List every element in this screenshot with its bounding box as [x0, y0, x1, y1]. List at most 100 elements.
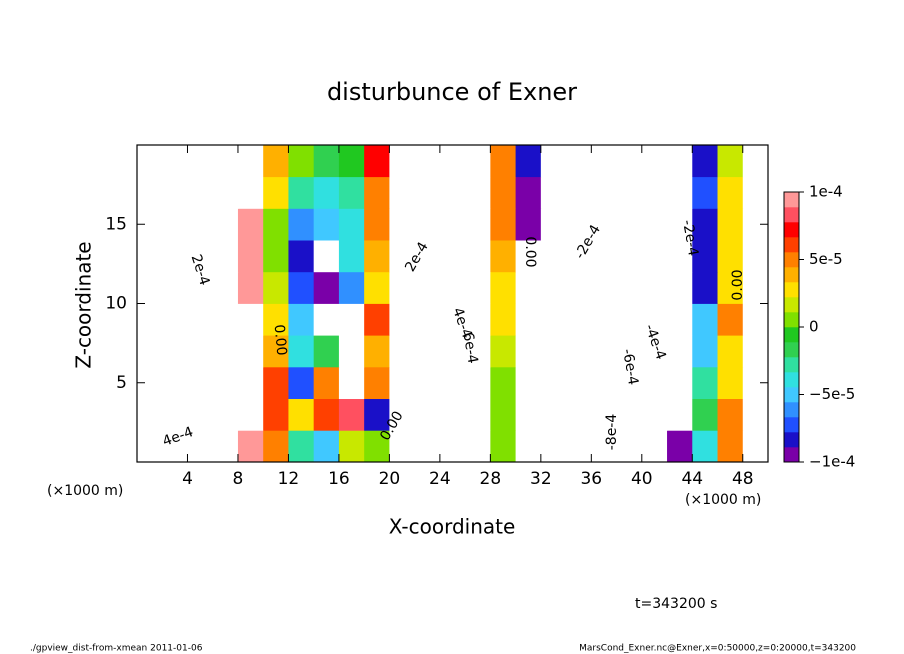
- field-cell: [439, 271, 466, 304]
- field-cell: [389, 430, 416, 463]
- field-cell: [414, 398, 441, 431]
- field-cell: [338, 335, 365, 368]
- field-cell: [465, 366, 491, 399]
- field-cell: [717, 430, 744, 463]
- field-cell: [237, 398, 264, 431]
- field-cell: [717, 398, 744, 431]
- field-cell: [692, 398, 718, 431]
- field-cell: [515, 335, 542, 368]
- field-cell: [263, 430, 289, 463]
- field-cell: [692, 271, 718, 304]
- field-cell: [515, 240, 542, 273]
- field-cell: [313, 303, 340, 336]
- field-cell: [667, 208, 693, 241]
- field-cell: [742, 303, 769, 336]
- field-cell: [742, 145, 769, 178]
- field-cell: [566, 303, 592, 336]
- field-cell: [263, 366, 289, 399]
- colorbar-swatch: [784, 252, 799, 268]
- field-cell: [313, 430, 340, 463]
- time-label: t=343200 s: [635, 596, 717, 612]
- field-cell: [667, 145, 693, 178]
- field-cell: [591, 240, 617, 273]
- x-tick-label: 40: [631, 469, 653, 489]
- field-cell: [263, 145, 289, 178]
- field-cell: [692, 208, 718, 241]
- field-cell: [313, 398, 340, 431]
- field-cell: [717, 303, 744, 336]
- field-cell: [591, 398, 617, 431]
- field-cell: [591, 271, 617, 304]
- field-cell: [515, 176, 542, 209]
- field-cell: [313, 366, 340, 399]
- field-cell: [616, 145, 643, 178]
- field-cell: [237, 335, 264, 368]
- field-cell: [187, 271, 214, 304]
- field-cell: [641, 240, 668, 273]
- field-cell: [717, 240, 744, 273]
- field-cell: [490, 335, 516, 368]
- field-cell: [515, 145, 542, 178]
- field-cell: [162, 335, 188, 368]
- field-cell: [389, 335, 416, 368]
- field-cell: [641, 335, 668, 368]
- field-cell: [212, 430, 239, 463]
- field-cell: [667, 398, 693, 431]
- field-cell: [237, 240, 264, 273]
- field-cell: [566, 335, 592, 368]
- field-cell: [439, 366, 466, 399]
- field-cell: [313, 240, 340, 273]
- field-cell: [389, 303, 416, 336]
- colorbar-swatch: [784, 297, 799, 313]
- field-cell: [414, 271, 441, 304]
- x-tick-label: 12: [278, 469, 300, 489]
- field-cell: [288, 398, 315, 431]
- field-cell: [616, 176, 643, 209]
- field-cell: [414, 145, 441, 178]
- field-cell: [465, 145, 491, 178]
- field-cell: [414, 366, 441, 399]
- field-cell: [338, 398, 365, 431]
- field-cell: [162, 430, 188, 463]
- field-cell: [717, 271, 744, 304]
- field-cell: [439, 430, 466, 463]
- field-cell: [439, 145, 466, 178]
- field-cell: [212, 176, 239, 209]
- field-cell: [137, 240, 163, 273]
- field-cell: [187, 176, 214, 209]
- field-cell: [717, 176, 744, 209]
- field-cell: [288, 303, 315, 336]
- field-cell: [591, 335, 617, 368]
- field-cell: [540, 271, 567, 304]
- field-cell: [490, 240, 516, 273]
- field-cell: [313, 271, 340, 304]
- field-cell: [490, 366, 516, 399]
- contour-label: 6e-4: [459, 331, 480, 365]
- field-cell: [187, 430, 214, 463]
- x-tick-label: 24: [429, 469, 451, 489]
- field-cell: [616, 303, 643, 336]
- field-cell: [717, 208, 744, 241]
- field-cell: [162, 271, 188, 304]
- field-cell: [490, 430, 516, 463]
- field-cell: [616, 398, 643, 431]
- field: [137, 145, 769, 463]
- field-cell: [490, 271, 516, 304]
- field-cell: [641, 303, 668, 336]
- field-cell: [692, 176, 718, 209]
- field-cell: [414, 208, 441, 241]
- field-cell: [313, 176, 340, 209]
- colorbar-swatch: [784, 327, 799, 343]
- colorbar-swatch: [784, 357, 799, 373]
- field-cell: [439, 335, 466, 368]
- footer-right: MarsCond_Exner.nc@Exner,x=0:50000,z=0:20…: [579, 644, 856, 654]
- field-cell: [162, 303, 188, 336]
- field-cell: [616, 271, 643, 304]
- field-cell: [389, 145, 416, 178]
- colorbar-swatch: [784, 342, 799, 358]
- field-cell: [515, 271, 542, 304]
- field-cell: [540, 145, 567, 178]
- field-cell: [263, 303, 289, 336]
- field-cell: [465, 271, 491, 304]
